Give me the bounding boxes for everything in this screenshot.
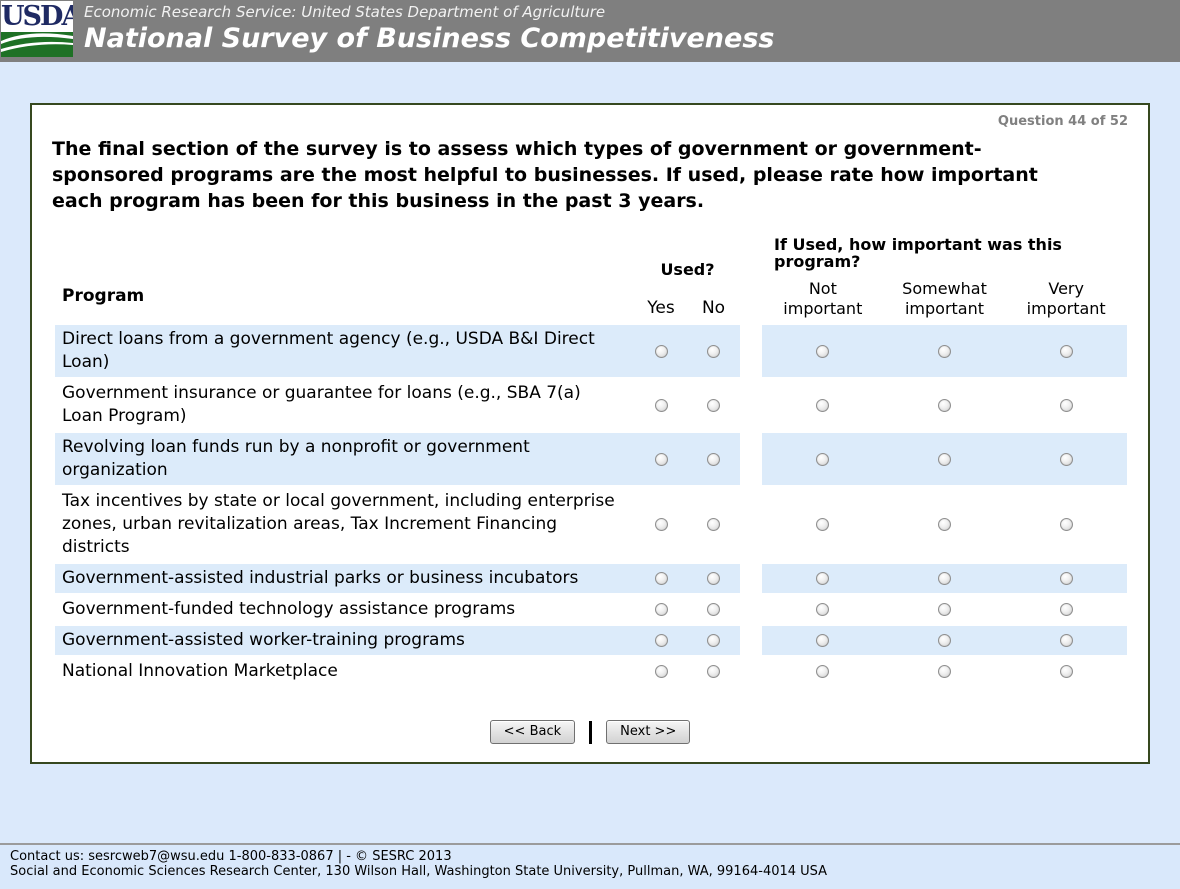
radio-used-yes[interactable]: [654, 665, 668, 678]
question-counter: Question 44 of 52: [997, 114, 1128, 129]
table-body: Direct loans from a government agency (e…: [55, 325, 1128, 686]
table-row: Government-funded technology assistance …: [55, 595, 1128, 624]
importance-column-header: If Used, how important was this program?: [774, 235, 1062, 271]
radio-very-important[interactable]: [1059, 603, 1073, 616]
header-text: Economic Research Service: United States…: [0, 0, 1180, 54]
radio-used-yes[interactable]: [654, 572, 668, 585]
radio-used-no[interactable]: [707, 572, 720, 585]
radio-somewhat-important[interactable]: [938, 665, 951, 678]
used-column-header: Used?: [660, 260, 715, 279]
footer-contact-line: Contact us: sesrcweb7@wsu.edu 1-800-833-…: [10, 849, 452, 864]
program-label: Government-assisted industrial parks or …: [62, 568, 579, 588]
usda-logo-text: USDA: [1, 1, 73, 32]
radio-used-no[interactable]: [707, 634, 720, 647]
radio-not-important[interactable]: [816, 572, 830, 585]
navigation-buttons: << Back Next >>: [52, 720, 1128, 744]
program-label: Revolving loan funds run by a nonprofit …: [62, 437, 530, 480]
radio-not-important[interactable]: [816, 603, 830, 616]
survey-panel: Question 44 of 52 The final section of t…: [30, 103, 1150, 764]
program-label: National Innovation Marketplace: [62, 661, 338, 681]
site-footer: Contact us: sesrcweb7@wsu.edu 1-800-833-…: [0, 843, 1180, 889]
radio-not-important[interactable]: [816, 518, 830, 531]
agency-line: Economic Research Service: United States…: [84, 3, 606, 21]
button-divider: [589, 720, 593, 744]
table-row: Tax incentives by state or local governm…: [55, 487, 1128, 562]
radio-somewhat-important[interactable]: [938, 452, 951, 466]
program-label: Government-assisted worker-training prog…: [62, 630, 465, 650]
radio-not-important[interactable]: [816, 452, 830, 466]
table-row: Government-assisted worker-training prog…: [55, 626, 1128, 655]
program-label: Direct loans from a government agency (e…: [62, 329, 595, 372]
radio-very-important[interactable]: [1059, 344, 1073, 358]
radio-somewhat-important[interactable]: [938, 344, 951, 358]
radio-used-no[interactable]: [707, 665, 720, 678]
radio-very-important[interactable]: [1059, 518, 1073, 531]
program-label: Government insurance or guarantee for lo…: [62, 383, 581, 426]
site-title: National Survey of Business Competitiven…: [84, 23, 775, 54]
radio-not-important[interactable]: [816, 344, 830, 358]
radio-somewhat-important[interactable]: [938, 398, 951, 412]
usda-swoosh-icon: [1, 32, 73, 57]
radio-used-no[interactable]: [707, 398, 720, 412]
usda-logo: USDA: [1, 1, 73, 57]
site-header: USDA Economic Research Service: United S…: [0, 0, 1180, 62]
radio-somewhat-important[interactable]: [938, 518, 951, 531]
radio-used-yes[interactable]: [654, 518, 668, 531]
radio-used-yes[interactable]: [654, 344, 668, 358]
radio-used-yes[interactable]: [654, 603, 668, 616]
radio-somewhat-important[interactable]: [938, 603, 951, 616]
program-label: Government-funded technology assistance …: [62, 599, 516, 619]
no-column-label: No: [701, 298, 726, 318]
next-button[interactable]: Next >>: [606, 720, 691, 744]
radio-used-no[interactable]: [707, 518, 720, 531]
radio-very-important[interactable]: [1059, 665, 1073, 678]
radio-not-important[interactable]: [816, 634, 830, 647]
yes-column-label: Yes: [647, 298, 675, 318]
program-table: Program Used? Yes No If Used, how import…: [55, 236, 1128, 686]
radio-used-no[interactable]: [707, 344, 720, 358]
radio-somewhat-important[interactable]: [938, 634, 951, 647]
program-label: Tax incentives by state or local governm…: [62, 491, 615, 557]
very-important-column-label: Very important: [1026, 279, 1106, 318]
table-row: National Innovation Marketplace: [55, 657, 1128, 686]
radio-very-important[interactable]: [1059, 398, 1073, 412]
radio-very-important[interactable]: [1059, 634, 1073, 647]
table-row: Revolving loan funds run by a nonprofit …: [55, 433, 1128, 485]
table-header: Program Used? Yes No If Used, how import…: [55, 236, 1128, 319]
radio-not-important[interactable]: [816, 665, 830, 678]
radio-very-important[interactable]: [1059, 572, 1073, 585]
radio-used-no[interactable]: [707, 452, 720, 466]
table-row: Government-assisted industrial parks or …: [55, 564, 1128, 593]
radio-used-yes[interactable]: [654, 634, 668, 647]
radio-used-no[interactable]: [707, 603, 720, 616]
radio-used-yes[interactable]: [654, 398, 668, 412]
question-text: The final section of the survey is to as…: [52, 138, 1038, 212]
radio-not-important[interactable]: [816, 398, 830, 412]
radio-very-important[interactable]: [1059, 452, 1073, 466]
radio-somewhat-important[interactable]: [938, 572, 951, 585]
somewhat-important-column-label: Somewhat important: [902, 279, 987, 318]
back-button[interactable]: << Back: [489, 720, 576, 744]
table-row: Direct loans from a government agency (e…: [55, 325, 1128, 377]
radio-used-yes[interactable]: [654, 452, 668, 466]
footer-address-line: Social and Economic Sciences Research Ce…: [10, 864, 828, 879]
not-important-column-label: Not important: [783, 279, 863, 318]
table-row: Government insurance or guarantee for lo…: [55, 379, 1128, 431]
program-column-header: Program: [62, 286, 145, 306]
